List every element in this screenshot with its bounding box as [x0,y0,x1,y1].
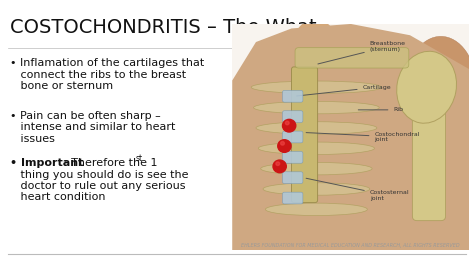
Circle shape [285,121,289,125]
FancyBboxPatch shape [283,90,303,102]
Circle shape [281,142,284,145]
Text: issues: issues [10,134,55,144]
Text: st: st [136,154,143,163]
Text: intense and similar to heart: intense and similar to heart [10,123,175,132]
Text: : Therefore the 1: : Therefore the 1 [64,158,157,168]
FancyBboxPatch shape [412,87,446,221]
Text: connect the ribs to the breast: connect the ribs to the breast [10,69,186,80]
Text: EHLERS FOUNDATION FOR MEDICAL EDUCATION AND RESEARCH, ALL RIGHTS RESERVED: EHLERS FOUNDATION FOR MEDICAL EDUCATION … [241,243,460,248]
Circle shape [283,119,296,132]
Ellipse shape [294,19,337,65]
Ellipse shape [256,122,377,134]
Text: bone or sternum: bone or sternum [10,81,113,91]
Text: COSTOCHONDRITIS – The What: COSTOCHONDRITIS – The What [10,18,317,37]
Ellipse shape [258,142,374,155]
FancyBboxPatch shape [283,131,303,143]
Ellipse shape [263,183,370,195]
Text: • Pain can be often sharp –: • Pain can be often sharp – [10,111,161,121]
FancyBboxPatch shape [283,192,303,204]
Ellipse shape [265,203,367,215]
Ellipse shape [405,36,474,138]
Text: thing you should do is see the: thing you should do is see the [10,169,189,180]
Text: Cartilage: Cartilage [297,85,391,96]
Text: Rib: Rib [358,107,403,112]
Polygon shape [232,24,469,250]
Text: Costochondral
joint: Costochondral joint [306,132,420,142]
Circle shape [276,162,280,165]
Text: doctor to rule out any serious: doctor to rule out any serious [10,181,185,191]
Text: • Inflamation of the cartilages that: • Inflamation of the cartilages that [10,58,204,68]
FancyBboxPatch shape [292,67,318,203]
Circle shape [273,160,286,173]
Text: heart condition: heart condition [10,193,106,202]
Text: Costosternal
joint: Costosternal joint [306,178,410,201]
FancyBboxPatch shape [283,111,303,123]
Text: Breastbone
(sternum): Breastbone (sternum) [318,41,406,64]
Text: • Important: • Important [10,158,83,168]
Circle shape [278,140,291,152]
FancyBboxPatch shape [283,151,303,163]
Ellipse shape [261,163,372,175]
Ellipse shape [251,81,382,93]
FancyBboxPatch shape [295,48,409,68]
Ellipse shape [254,101,379,114]
Ellipse shape [397,51,456,123]
FancyBboxPatch shape [283,172,303,184]
